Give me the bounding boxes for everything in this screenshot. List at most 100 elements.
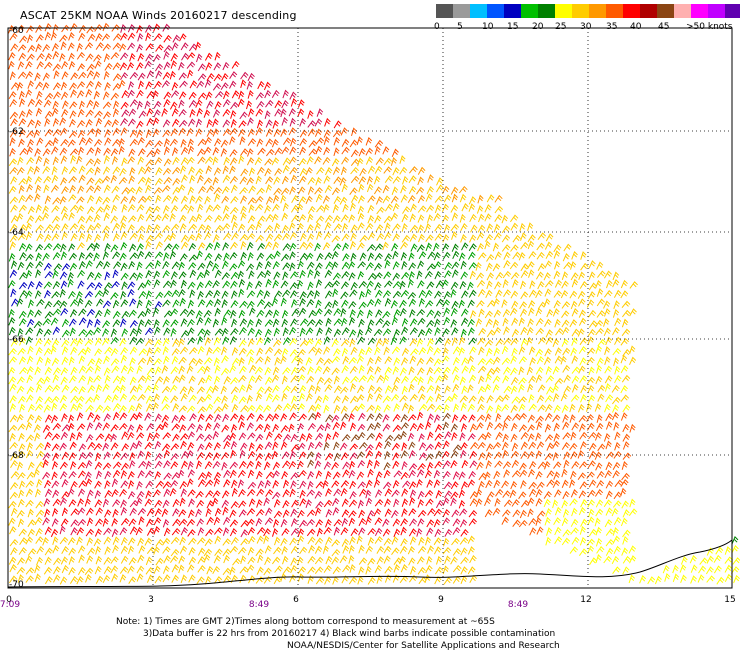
wind-barb — [61, 329, 70, 338]
wind-barb — [477, 365, 487, 374]
wind-barb — [348, 301, 357, 309]
wind-barb — [391, 547, 400, 555]
wind-barb — [281, 451, 290, 460]
wind-barb — [392, 290, 402, 299]
wind-barb — [510, 355, 518, 364]
wind-barb — [460, 328, 467, 338]
wind-barb — [528, 346, 536, 355]
wind-barb — [77, 63, 86, 72]
wind-barb — [129, 526, 138, 535]
wind-barb — [77, 545, 86, 554]
wind-barb — [291, 194, 299, 203]
wind-barb — [78, 317, 87, 326]
wind-barb — [425, 289, 433, 298]
wind-barb — [374, 404, 382, 414]
wind-barb — [103, 527, 112, 536]
wind-barb — [246, 241, 254, 251]
wind-barb — [588, 366, 595, 376]
wind-barb — [333, 318, 343, 326]
wind-barb — [724, 564, 733, 573]
wind-barb — [19, 289, 28, 298]
wind-barb — [290, 174, 298, 184]
wind-barb — [401, 460, 408, 470]
wind-barb — [427, 174, 434, 183]
wind-barb — [450, 223, 460, 232]
wind-barb — [265, 413, 274, 422]
wind-barb — [238, 509, 247, 518]
wind-barb — [400, 241, 409, 250]
wind-barb — [110, 292, 119, 300]
wind-barb — [59, 34, 68, 43]
wind-barb — [332, 299, 339, 309]
wind-barb — [137, 357, 147, 365]
wind-barb — [53, 557, 62, 566]
wind-barb — [484, 204, 492, 213]
wind-barb — [118, 177, 128, 185]
wind-barb — [580, 499, 588, 508]
wind-barb — [146, 518, 154, 527]
wind-barb — [206, 118, 213, 128]
wind-barb — [76, 536, 83, 546]
wind-barb — [61, 71, 69, 80]
wind-barb — [434, 290, 442, 299]
latitude-label: -62 — [9, 127, 24, 137]
wind-barb — [195, 490, 204, 499]
wind-barb — [461, 459, 469, 469]
wind-barb — [170, 443, 180, 451]
wind-barb — [485, 373, 492, 383]
wind-barb — [561, 338, 569, 347]
wind-barb — [60, 205, 68, 215]
wind-barb — [59, 147, 68, 156]
wind-barb — [314, 385, 321, 394]
wind-barb — [527, 433, 535, 442]
wind-barb — [26, 215, 35, 224]
wind-barb — [349, 563, 356, 573]
wind-barb — [255, 548, 264, 557]
wind-barb — [282, 367, 291, 375]
wind-barb — [434, 528, 442, 538]
wind-barb — [390, 300, 398, 309]
wind-barb — [290, 137, 297, 147]
wind-barb — [571, 328, 580, 337]
wind-barb — [469, 460, 478, 469]
wind-barb — [171, 289, 180, 298]
wind-barb — [305, 357, 313, 366]
wind-barb — [366, 309, 373, 319]
wind-barb — [223, 516, 231, 525]
wind-barb — [342, 469, 350, 478]
wind-barb — [569, 319, 578, 328]
wind-barb — [441, 203, 449, 213]
wind-barb — [103, 282, 113, 290]
wind-barb — [51, 460, 59, 470]
wind-barb — [273, 348, 283, 356]
wind-barb — [93, 71, 101, 80]
wind-barb — [324, 301, 333, 310]
wind-barb — [494, 194, 503, 203]
wind-barb — [452, 548, 462, 556]
wind-barb — [229, 241, 238, 250]
wind-barb — [120, 545, 129, 554]
wind-barb — [247, 223, 256, 232]
wind-barb — [341, 365, 349, 374]
wind-barb — [553, 270, 561, 279]
wind-barb — [426, 204, 435, 213]
wind-barb — [442, 421, 450, 431]
wind-barb — [84, 451, 94, 460]
wind-barb — [451, 193, 458, 203]
wind-barb — [36, 450, 45, 459]
wind-barb — [153, 393, 161, 402]
wind-barb — [138, 110, 147, 119]
wind-barb — [213, 555, 221, 564]
wind-barb — [341, 156, 350, 165]
wind-barb — [331, 539, 340, 547]
wind-barb — [323, 146, 331, 156]
wind-barb — [325, 317, 332, 327]
wind-barb — [51, 395, 60, 404]
wind-barb — [400, 413, 409, 423]
wind-barb — [315, 176, 322, 186]
wind-barb — [273, 576, 282, 585]
wind-barb — [374, 272, 383, 280]
wind-barb — [341, 347, 349, 357]
wind-barb — [70, 366, 78, 376]
wind-barb — [264, 167, 272, 177]
